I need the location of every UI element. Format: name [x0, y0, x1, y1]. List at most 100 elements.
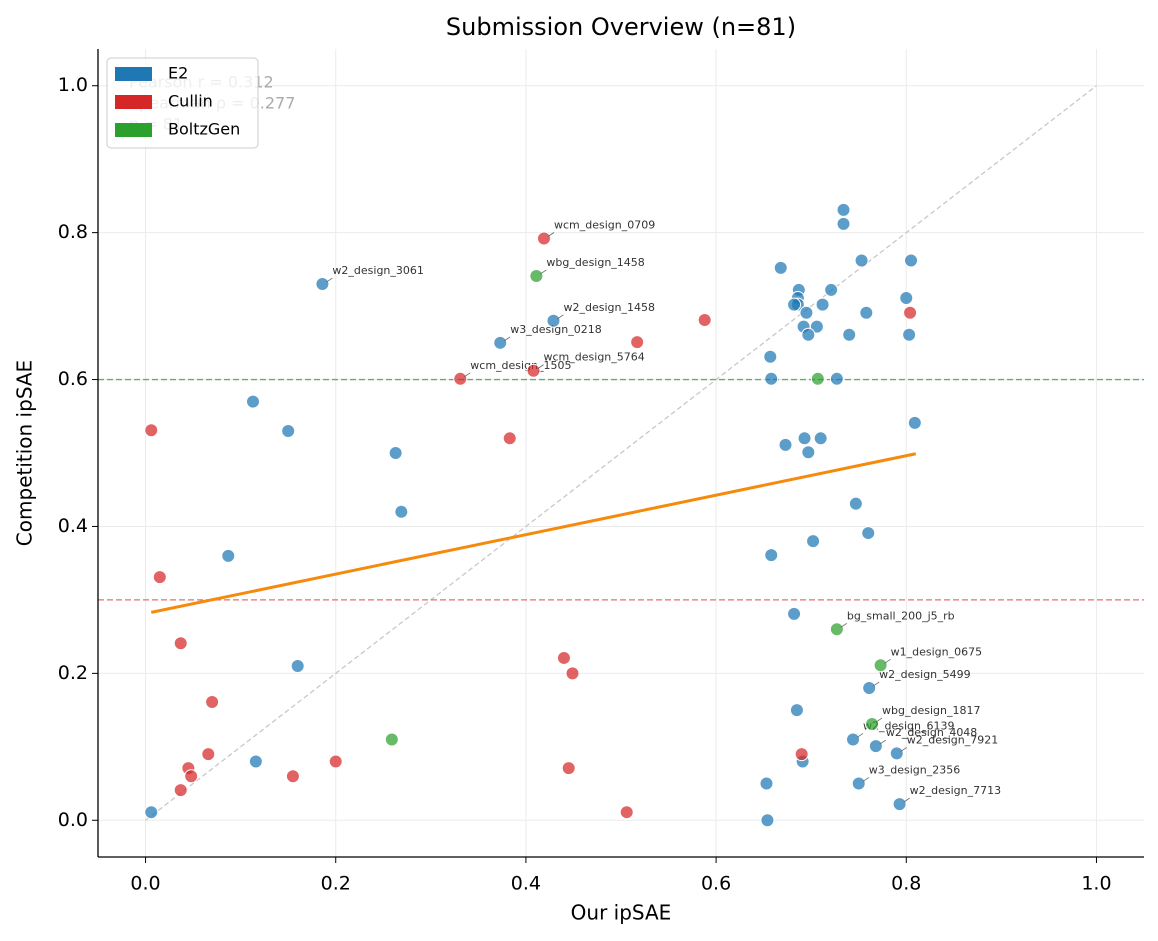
point	[836, 202, 851, 217]
point	[328, 754, 343, 769]
point	[315, 277, 330, 292]
point	[846, 732, 861, 747]
y-tick-label: 1.0	[58, 74, 88, 96]
annotation-arrow	[862, 777, 869, 782]
legend-label: Cullin	[168, 92, 213, 111]
point	[899, 291, 914, 306]
point	[836, 216, 851, 231]
point-annotation: w2_design_5499	[879, 668, 970, 681]
point	[904, 253, 919, 268]
point	[859, 305, 874, 320]
point	[453, 371, 468, 386]
annotation-arrow	[464, 372, 471, 378]
point	[789, 703, 804, 718]
point	[144, 423, 159, 438]
point	[764, 548, 779, 563]
point	[763, 349, 778, 364]
x-tick-label: 0.8	[891, 873, 921, 895]
point	[526, 363, 541, 378]
point	[281, 423, 296, 438]
point	[205, 695, 220, 710]
point-annotation: w2_design_7713	[910, 784, 1001, 797]
point	[773, 260, 788, 275]
diagonal-line	[145, 85, 1097, 821]
annotation-arrow	[840, 622, 848, 628]
point-annotation: wcm_design_0709	[554, 219, 655, 232]
point	[842, 327, 857, 342]
point-annotation: wbg_design_1817	[882, 704, 980, 717]
point	[759, 776, 774, 791]
point	[565, 666, 580, 681]
point	[285, 769, 300, 784]
y-tick-label: 0.2	[58, 662, 88, 684]
point	[173, 783, 188, 798]
point	[144, 805, 159, 820]
point	[764, 371, 779, 386]
point	[813, 431, 828, 446]
point	[184, 769, 199, 784]
point	[556, 650, 571, 665]
point	[787, 297, 802, 312]
point	[829, 622, 844, 637]
point	[873, 658, 888, 673]
point-annotation: w2_design_1458	[563, 301, 654, 314]
legend-swatch	[115, 123, 152, 137]
point	[630, 335, 645, 350]
point	[546, 313, 561, 328]
point	[529, 268, 544, 283]
point	[848, 496, 863, 511]
point	[493, 335, 508, 350]
point	[173, 636, 188, 651]
annotation-arrow	[879, 739, 887, 745]
point	[824, 282, 839, 297]
y-tick-label: 0.6	[58, 368, 88, 390]
point	[907, 415, 922, 430]
point	[245, 394, 260, 409]
point	[778, 437, 793, 452]
annotation-arrow	[884, 658, 891, 664]
annotation-arrow	[557, 314, 564, 320]
annotation-arrow	[903, 797, 910, 803]
legend-swatch	[115, 67, 152, 81]
x-tick-label: 0.0	[130, 873, 160, 895]
annotation-arrow	[856, 733, 864, 738]
point	[801, 445, 816, 460]
legend-label: E2	[168, 64, 188, 83]
point	[619, 805, 634, 820]
point	[787, 606, 802, 621]
point-annotation: wcm_design_1505	[470, 359, 571, 372]
point-annotation: w2_design_6139	[863, 719, 954, 732]
point	[889, 746, 904, 761]
point	[815, 297, 830, 312]
point	[794, 747, 809, 762]
point	[394, 504, 409, 519]
point	[801, 327, 816, 342]
point-annotation: w3_design_2356	[869, 764, 960, 777]
point	[829, 371, 844, 386]
point	[851, 776, 866, 791]
point-annotation: w2_design_3061	[332, 264, 423, 277]
trend-line	[150, 452, 917, 614]
annotation-arrow	[540, 269, 547, 275]
point	[809, 319, 824, 334]
point	[868, 739, 883, 754]
point	[697, 313, 712, 328]
point-annotation: wcm_design_5764	[544, 351, 645, 364]
x-axis-label: Our ipSAE	[571, 901, 672, 925]
y-tick-label: 0.4	[58, 515, 88, 537]
point	[248, 754, 263, 769]
chart-title: Submission Overview (n=81)	[446, 13, 796, 41]
annotation-arrow	[326, 277, 333, 283]
point-annotation: wbg_design_1458	[546, 256, 644, 269]
point	[806, 534, 821, 549]
point	[536, 231, 551, 246]
point	[384, 732, 399, 747]
point	[290, 659, 305, 674]
annotation-arrow	[875, 717, 883, 723]
point	[799, 305, 814, 320]
y-tick-label: 0.0	[58, 809, 88, 831]
point-annotation: w1_design_0675	[891, 645, 982, 658]
x-tick-label: 0.4	[511, 873, 541, 895]
point-annotation: w2_design_7921	[907, 733, 998, 746]
annotation-arrow	[547, 232, 555, 237]
